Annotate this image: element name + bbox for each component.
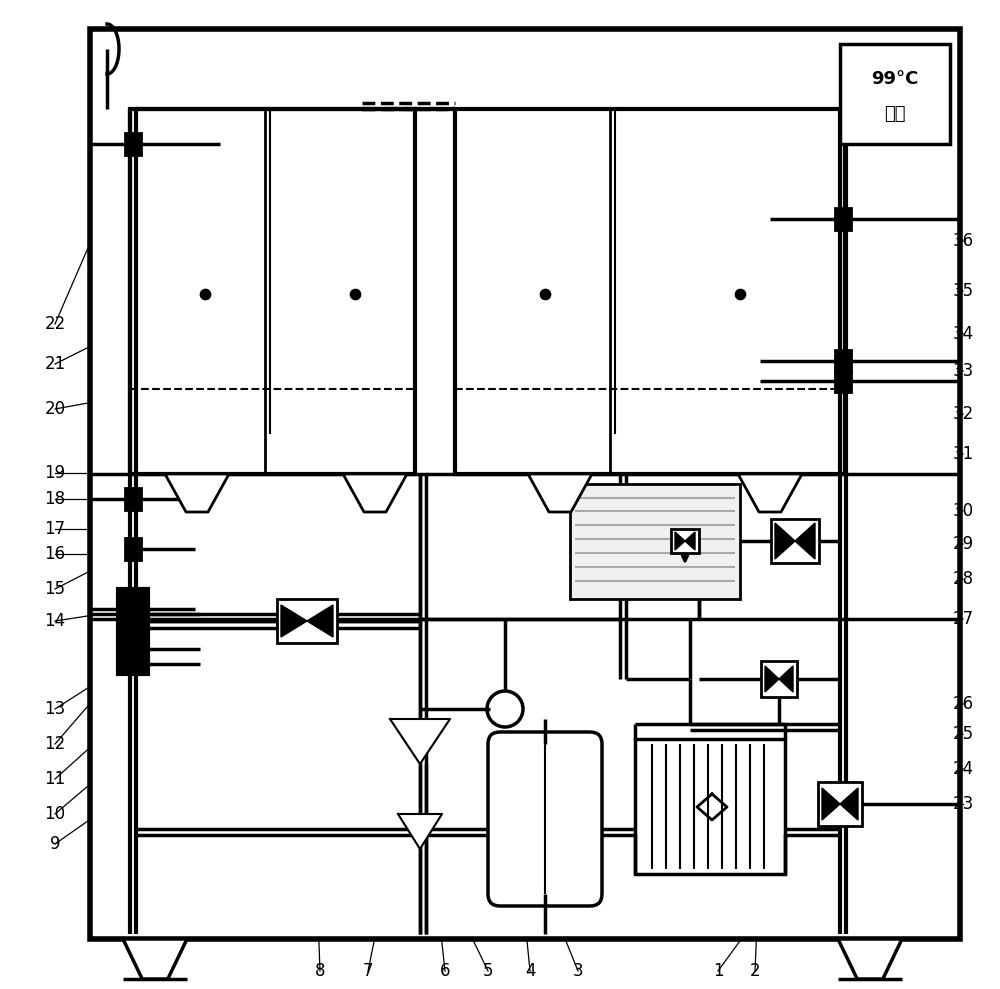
Polygon shape	[822, 788, 840, 820]
Bar	[840, 44, 950, 144]
Bar	[570, 484, 740, 599]
Polygon shape	[840, 788, 858, 820]
Bar	[130, 109, 415, 474]
Bar	[125, 598, 141, 620]
Text: 31: 31	[952, 445, 974, 463]
Text: 3: 3	[573, 962, 583, 980]
Text: 1: 1	[713, 962, 723, 980]
Bar	[635, 739, 785, 874]
Text: 36: 36	[952, 232, 974, 250]
Text: 7: 7	[363, 962, 373, 980]
Point	[732, 286, 748, 302]
Bar	[761, 661, 797, 697]
Text: 35: 35	[952, 282, 974, 300]
Text: 30: 30	[952, 502, 974, 520]
Text: 25: 25	[952, 725, 974, 743]
Bar	[118, 589, 148, 674]
Circle shape	[605, 515, 657, 567]
Polygon shape	[838, 939, 902, 979]
Polygon shape	[765, 666, 779, 692]
Text: 27: 27	[952, 610, 974, 628]
Text: 24: 24	[952, 760, 974, 778]
Polygon shape	[398, 814, 442, 849]
Bar	[90, 29, 960, 939]
Polygon shape	[165, 474, 229, 512]
Polygon shape	[779, 666, 793, 692]
Text: 6: 6	[440, 962, 450, 980]
Point	[197, 286, 213, 302]
Text: 2: 2	[750, 962, 760, 980]
Polygon shape	[281, 605, 307, 637]
Text: 28: 28	[952, 570, 974, 588]
Polygon shape	[795, 523, 815, 559]
Text: 22: 22	[44, 315, 66, 333]
Polygon shape	[123, 939, 187, 979]
Text: 15: 15	[44, 580, 66, 598]
Polygon shape	[343, 474, 407, 512]
Bar	[125, 133, 141, 155]
Bar	[771, 519, 819, 563]
Bar	[835, 208, 851, 230]
Text: 16: 16	[44, 545, 66, 563]
Polygon shape	[775, 523, 795, 559]
Text: 26: 26	[952, 695, 974, 713]
Text: 13: 13	[44, 700, 66, 718]
Text: 34: 34	[952, 325, 974, 343]
Point	[347, 286, 363, 302]
Text: 4: 4	[525, 962, 535, 980]
Text: 17: 17	[44, 520, 66, 538]
Bar	[277, 599, 337, 643]
Polygon shape	[738, 474, 802, 512]
FancyBboxPatch shape	[488, 732, 602, 906]
Text: 23: 23	[952, 795, 974, 813]
Bar	[125, 538, 141, 560]
Bar	[818, 782, 862, 826]
Polygon shape	[390, 719, 450, 764]
Text: 10: 10	[44, 805, 66, 823]
Text: 20: 20	[44, 400, 66, 418]
Point	[537, 286, 553, 302]
Text: 19: 19	[44, 464, 66, 482]
Text: 周四: 周四	[884, 105, 906, 123]
Bar	[455, 109, 845, 474]
Circle shape	[487, 691, 523, 727]
Bar	[835, 370, 851, 392]
Text: 9: 9	[50, 835, 60, 853]
Text: 99°C: 99°C	[871, 70, 919, 88]
Bar	[125, 488, 141, 510]
Text: 18: 18	[44, 490, 66, 508]
Polygon shape	[528, 474, 592, 512]
Bar	[671, 529, 699, 553]
Text: 14: 14	[44, 612, 66, 630]
Text: 5: 5	[483, 962, 493, 980]
Polygon shape	[675, 532, 685, 550]
Text: 29: 29	[952, 535, 974, 553]
Text: 33: 33	[952, 362, 974, 380]
Text: 12: 12	[44, 735, 66, 753]
Polygon shape	[307, 605, 333, 637]
Text: 8: 8	[315, 962, 325, 980]
Polygon shape	[685, 532, 695, 550]
Bar	[835, 350, 851, 372]
Text: 11: 11	[44, 770, 66, 788]
Text: 21: 21	[44, 355, 66, 373]
Text: 32: 32	[952, 405, 974, 423]
